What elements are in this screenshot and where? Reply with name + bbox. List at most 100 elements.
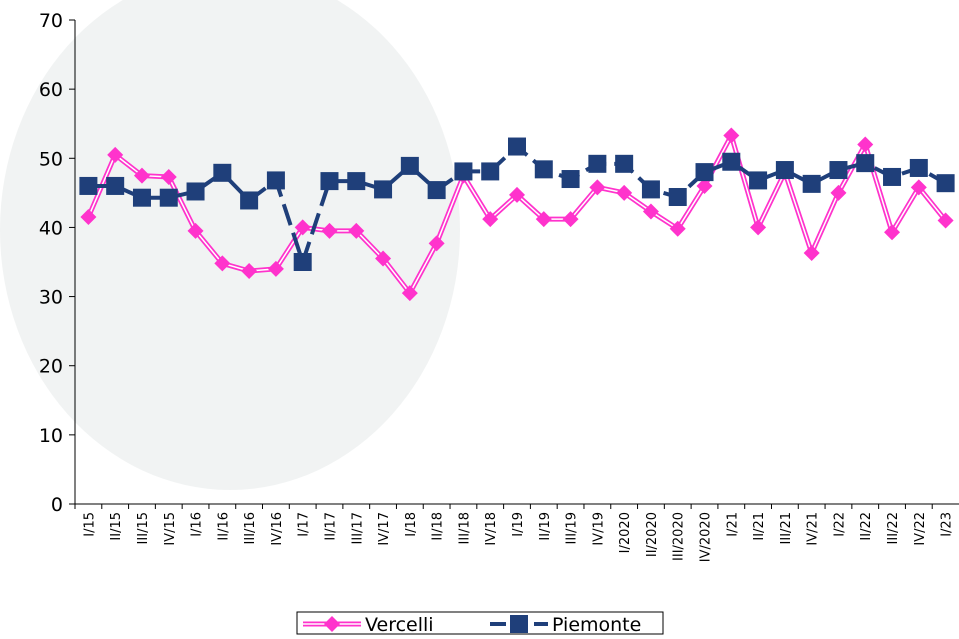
data-point [159, 188, 178, 207]
y-tick-label: 40 [39, 217, 63, 239]
x-tick-label: IV/15 [163, 512, 178, 546]
data-point [616, 184, 633, 201]
data-point [750, 219, 767, 236]
data-point [695, 163, 714, 182]
x-tick-label: II/18 [431, 512, 446, 541]
data-point [79, 176, 98, 195]
x-tick-label: I/19 [511, 512, 526, 537]
data-point [293, 253, 312, 271]
data-point [508, 137, 526, 156]
data-point [509, 186, 525, 203]
data-point [375, 250, 392, 267]
legend-marker [324, 616, 340, 632]
x-tick-label: II/15 [109, 512, 124, 541]
data-point [856, 154, 875, 173]
legend-marker [510, 615, 528, 633]
x-tick-label: I/17 [297, 512, 312, 537]
data-point [401, 285, 418, 302]
data-point [641, 180, 660, 199]
x-tick-label: III/15 [136, 512, 151, 544]
data-point [857, 136, 874, 153]
x-tick-label: I/15 [82, 512, 97, 537]
x-tick-label: II/21 [752, 512, 767, 541]
y-tick-label: 0 [51, 494, 63, 516]
data-point [696, 177, 713, 194]
data-point [321, 222, 338, 239]
data-point [803, 245, 820, 262]
x-tick-label: III/22 [886, 512, 901, 544]
data-point [775, 161, 794, 180]
data-point [534, 160, 553, 179]
data-point [241, 262, 258, 279]
data-point [266, 171, 285, 190]
data-point [267, 260, 284, 277]
data-point [481, 162, 500, 181]
x-tick-label: III/2020 [672, 512, 687, 561]
x-tick-label: III/19 [565, 512, 580, 544]
y-tick-label: 60 [39, 79, 63, 101]
background-decoration [0, 0, 460, 490]
data-point [347, 172, 366, 191]
x-tick-label: III/17 [350, 512, 365, 544]
data-point [909, 158, 928, 177]
data-point [829, 161, 848, 180]
x-tick-label: II/17 [323, 512, 338, 541]
data-point [133, 167, 150, 184]
x-tick-label: IV/21 [806, 512, 821, 546]
data-point [213, 163, 232, 182]
data-point [320, 172, 339, 191]
data-point [884, 224, 901, 241]
data-point [589, 179, 606, 196]
data-point [802, 174, 821, 193]
data-point [106, 176, 125, 195]
x-tick-label: I/2020 [618, 512, 633, 553]
data-point [830, 184, 847, 201]
data-point [348, 222, 365, 239]
data-point [187, 222, 204, 239]
data-point [482, 211, 499, 228]
x-tick-label: IV/22 [913, 512, 928, 546]
legend-label: Vercelli [365, 614, 434, 635]
legend [296, 611, 664, 635]
x-tick-label: IV/2020 [699, 512, 714, 562]
data-point [562, 211, 579, 228]
x-tick-label: I/16 [190, 512, 205, 537]
data-point [535, 211, 552, 228]
data-point [160, 168, 177, 185]
x-tick-label: I/22 [832, 512, 847, 537]
x-tick-label: IV/19 [591, 512, 606, 546]
y-tick-label: 70 [39, 10, 63, 32]
x-tick-label: I/18 [404, 512, 419, 537]
x-tick-label: III/21 [779, 512, 794, 544]
y-tick-label: 10 [39, 425, 63, 447]
data-point [214, 255, 231, 272]
x-tick-label: II/16 [216, 512, 231, 541]
data-point [936, 174, 955, 193]
data-point [80, 209, 97, 226]
x-tick-label: IV/17 [377, 512, 392, 546]
data-point [427, 181, 446, 200]
x-tick-label: IV/18 [484, 512, 499, 546]
data-point [454, 162, 473, 181]
data-point [294, 219, 311, 236]
data-point [561, 170, 580, 189]
y-tick-label: 50 [39, 148, 63, 170]
x-tick-label: III/16 [243, 512, 258, 544]
data-point [722, 152, 741, 171]
data-point [910, 179, 927, 196]
data-point [669, 220, 686, 237]
x-tick-label: II/19 [538, 512, 553, 541]
x-tick-label: III/18 [457, 512, 472, 544]
x-tick-label: II/22 [859, 512, 874, 541]
data-point [749, 171, 768, 190]
data-point [400, 156, 419, 175]
data-point [937, 212, 954, 229]
data-point [132, 188, 151, 207]
data-point [883, 167, 902, 186]
data-point [588, 154, 607, 173]
legend-label: Piemonte [552, 614, 641, 635]
data-point [374, 180, 393, 199]
y-tick-label: 30 [39, 287, 63, 309]
data-point [642, 203, 659, 220]
